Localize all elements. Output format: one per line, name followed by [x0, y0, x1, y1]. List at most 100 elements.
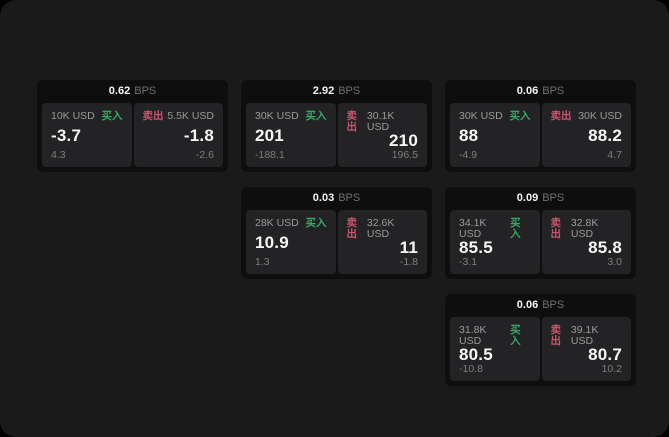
sell-panel[interactable]: 卖出 32.6K USD 11 -1.8 — [337, 210, 427, 274]
buy-amount: 30K USD — [255, 110, 299, 122]
buy-price: 80.5 — [459, 345, 493, 365]
bps-value: 0.03 — [312, 192, 335, 204]
bps-header: 0.62 BPS — [42, 80, 223, 103]
bps-value: 2.92 — [312, 85, 335, 97]
buy-side-label: 买入 — [305, 110, 327, 122]
bps-value: 0.09 — [516, 192, 539, 204]
buy-delta: -3.1 — [459, 255, 478, 268]
quote-card-body: 31.8K USD 买入 80.5 -10.8 卖出 39.1K USD 80.… — [450, 317, 631, 381]
quote-card: 0.06 BPS 31.8K USD 买入 80.5 -10.8 卖出 39.1… — [445, 294, 636, 386]
sell-amount: 39.1K USD — [570, 324, 599, 347]
sell-panel[interactable]: 卖出 30K USD 88.2 4.7 — [541, 103, 631, 167]
sell-amount: 30.1K USD — [366, 110, 395, 133]
buy-delta: 1.3 — [255, 255, 270, 268]
quote-card-body: 30K USD 买入 201 -188.1 卖出 30.1K USD 210 1… — [246, 103, 427, 167]
buy-side-label: 买入 — [510, 217, 521, 240]
bps-value: 0.06 — [516, 85, 539, 97]
sell-side-label: 卖出 — [346, 110, 358, 133]
sell-amount: 5.5K USD — [167, 110, 214, 122]
quote-card-body: 30K USD 买入 88 -4.9 卖出 30K USD 88.2 4.7 — [450, 103, 631, 167]
quote-card: 0.09 BPS 34.1K USD 买入 85.5 -3.1 卖出 32.8K… — [445, 187, 636, 279]
buy-price: 201 — [255, 126, 284, 145]
quote-card-body: 28K USD 买入 10.9 1.3 卖出 32.6K USD 11 -1.8 — [246, 210, 427, 274]
sell-delta: 10.2 — [601, 362, 622, 375]
buy-price: 10.9 — [255, 233, 289, 252]
buy-amount: 31.8K USD — [459, 324, 487, 347]
sell-price: -1.8 — [183, 126, 214, 145]
sell-price: 88.2 — [588, 126, 622, 145]
bps-value: 0.06 — [516, 299, 539, 311]
sell-delta: 4.7 — [607, 148, 622, 161]
bps-header: 0.03 BPS — [246, 187, 427, 210]
buy-panel[interactable]: 31.8K USD 买入 80.5 -10.8 — [450, 317, 540, 381]
buy-amount: 34.1K USD — [459, 217, 487, 240]
buy-amount: 28K USD — [255, 217, 299, 229]
buy-side-label: 买入 — [305, 217, 327, 229]
bps-unit-label: BPS — [542, 192, 565, 204]
sell-side-label: 卖出 — [346, 217, 358, 240]
sell-amount: 30K USD — [578, 110, 622, 122]
quote-card: 0.62 BPS 10K USD 买入 -3.7 4.3 卖出 5.5K USD — [37, 80, 228, 172]
buy-delta: -10.8 — [459, 362, 483, 375]
sell-delta: -1.8 — [399, 255, 418, 268]
buy-panel-header: 30K USD 买入 — [255, 111, 327, 122]
quote-card-body: 10K USD 买入 -3.7 4.3 卖出 5.5K USD -1.8 -2.… — [42, 103, 223, 167]
bps-unit-label: BPS — [338, 192, 361, 204]
sell-panel-header: 卖出 39.1K USD — [551, 325, 623, 346]
sell-price: 85.8 — [588, 238, 622, 258]
buy-price: 88 — [459, 126, 479, 145]
buy-panel-header: 28K USD 买入 — [255, 218, 327, 229]
sell-panel-header: 卖出 30K USD — [551, 111, 623, 122]
sell-side-label: 卖出 — [550, 110, 572, 122]
sell-panel[interactable]: 卖出 5.5K USD -1.8 -2.6 — [133, 103, 223, 167]
sell-panel-header: 卖出 30.1K USD — [347, 111, 419, 132]
sell-panel[interactable]: 卖出 30.1K USD 210 196.5 — [337, 103, 427, 167]
buy-panel-header: 30K USD 买入 — [459, 111, 531, 122]
quote-card-body: 34.1K USD 买入 85.5 -3.1 卖出 32.8K USD 85.8… — [450, 210, 631, 274]
buy-panel-header: 31.8K USD 买入 — [459, 325, 531, 346]
sell-price: 11 — [399, 238, 418, 258]
buy-amount: 10K USD — [51, 110, 95, 122]
bps-unit-label: BPS — [542, 85, 565, 97]
sell-panel-header: 卖出 32.6K USD — [347, 218, 419, 239]
buy-delta: -188.1 — [255, 148, 285, 161]
bps-unit-label: BPS — [134, 85, 157, 97]
buy-panel[interactable]: 34.1K USD 买入 85.5 -3.1 — [450, 210, 540, 274]
sell-panel-header: 卖出 32.8K USD — [551, 218, 623, 239]
sell-side-label: 卖出 — [550, 324, 562, 347]
sell-price: 210 — [389, 131, 418, 151]
quote-card: 0.06 BPS 30K USD 买入 88 -4.9 卖出 30K USD — [445, 80, 636, 172]
bps-header: 0.06 BPS — [450, 80, 631, 103]
sell-amount: 32.6K USD — [366, 217, 395, 240]
quote-card: 0.03 BPS 28K USD 买入 10.9 1.3 卖出 32.6K US… — [241, 187, 432, 279]
buy-panel[interactable]: 10K USD 买入 -3.7 4.3 — [42, 103, 132, 167]
quote-card-grid: 0.62 BPS 10K USD 买入 -3.7 4.3 卖出 5.5K USD — [37, 80, 636, 386]
buy-panel[interactable]: 28K USD 买入 10.9 1.3 — [246, 210, 336, 274]
buy-side-label: 买入 — [101, 110, 123, 122]
buy-price: 85.5 — [459, 238, 493, 258]
quote-card: 2.92 BPS 30K USD 买入 201 -188.1 卖出 30.1K … — [241, 80, 432, 172]
buy-side-label: 买入 — [510, 324, 521, 347]
sell-amount: 32.8K USD — [570, 217, 599, 240]
sell-price: 80.7 — [588, 345, 622, 365]
buy-panel[interactable]: 30K USD 买入 88 -4.9 — [450, 103, 540, 167]
buy-delta: -4.9 — [459, 148, 478, 161]
buy-amount: 30K USD — [459, 110, 503, 122]
buy-panel-header: 34.1K USD 买入 — [459, 218, 531, 239]
sell-panel-header: 卖出 5.5K USD — [143, 111, 215, 122]
bps-unit-label: BPS — [338, 85, 361, 97]
sell-panel[interactable]: 卖出 32.8K USD 85.8 3.0 — [541, 210, 631, 274]
bps-header: 2.92 BPS — [246, 80, 427, 103]
sell-side-label: 卖出 — [550, 217, 562, 240]
bps-value: 0.62 — [108, 85, 131, 97]
sell-delta: 3.0 — [607, 255, 622, 268]
buy-panel[interactable]: 30K USD 买入 201 -188.1 — [246, 103, 336, 167]
buy-price: -3.7 — [51, 126, 82, 145]
bps-header: 0.09 BPS — [450, 187, 631, 210]
sell-delta: 196.5 — [391, 148, 418, 161]
bps-header: 0.06 BPS — [450, 294, 631, 317]
sell-panel[interactable]: 卖出 39.1K USD 80.7 10.2 — [541, 317, 631, 381]
sell-delta: -2.6 — [195, 148, 214, 161]
buy-panel-header: 10K USD 买入 — [51, 111, 123, 122]
